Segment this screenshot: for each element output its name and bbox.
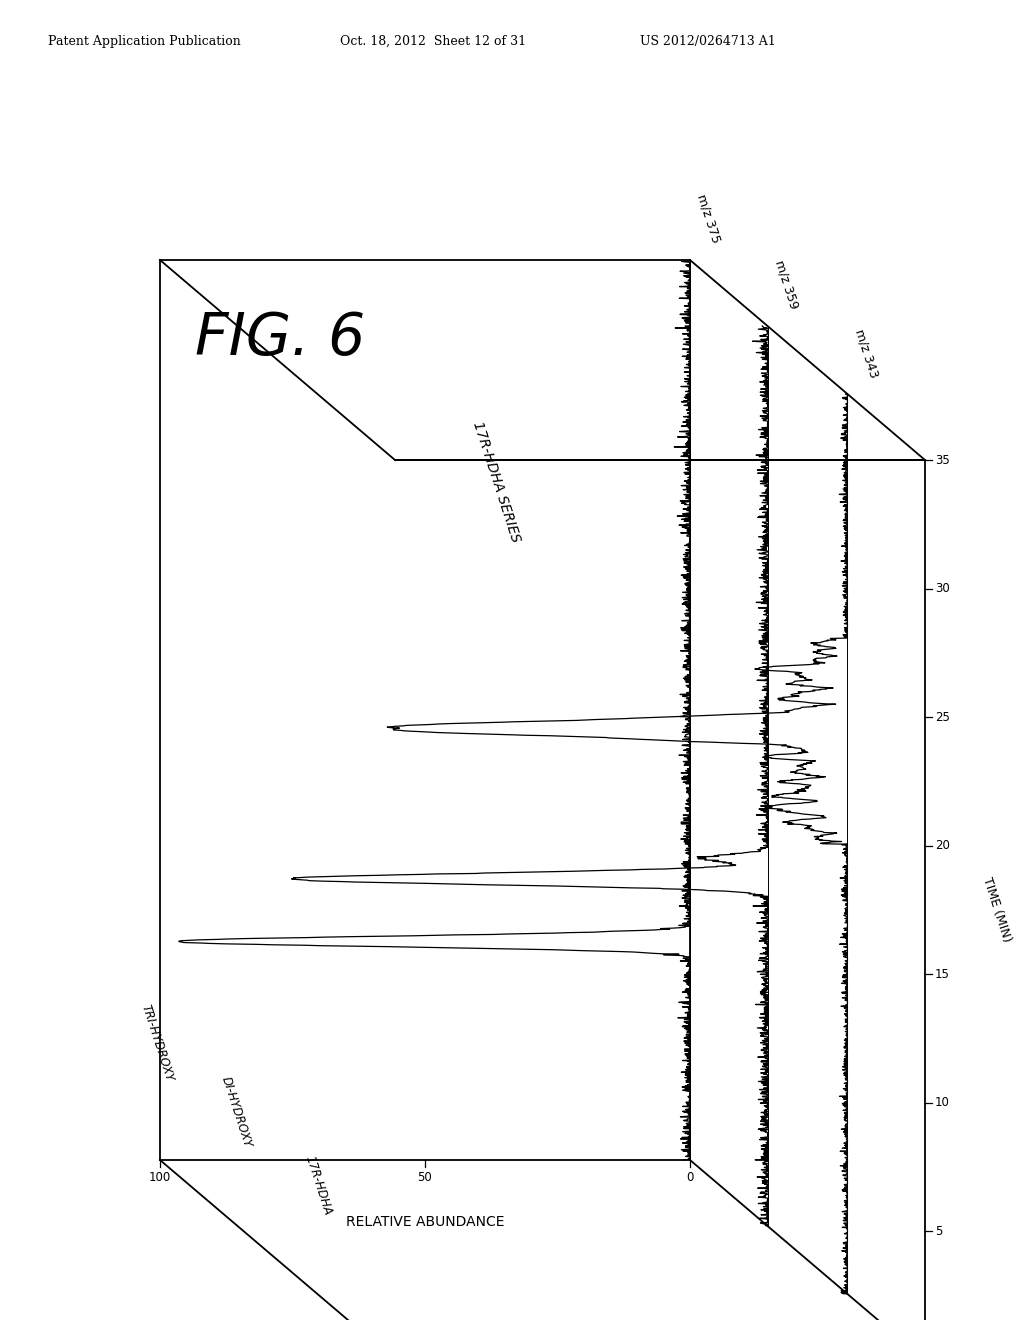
Text: TIME (MIN): TIME (MIN) [980,876,1013,944]
Text: 0: 0 [686,1171,693,1184]
Text: 35: 35 [935,454,949,466]
Text: US 2012/0264713 A1: US 2012/0264713 A1 [640,36,776,48]
Text: m/z 375: m/z 375 [695,193,723,246]
Text: 100: 100 [148,1171,171,1184]
Text: 10: 10 [935,1097,950,1109]
Text: 20: 20 [935,840,950,853]
Text: DI-HYDROXY: DI-HYDROXY [218,1074,254,1148]
Text: Oct. 18, 2012  Sheet 12 of 31: Oct. 18, 2012 Sheet 12 of 31 [340,36,526,48]
Text: m/z 359: m/z 359 [772,259,801,312]
Text: 5: 5 [935,1225,942,1238]
Text: m/z 343: m/z 343 [852,327,881,379]
Text: TRI-HYDROXY: TRI-HYDROXY [139,1003,176,1082]
Text: 15: 15 [935,968,950,981]
Text: 17R-HDHA SERIES: 17R-HDHA SERIES [470,420,522,545]
Text: 30: 30 [935,582,949,595]
Text: FIG. 6: FIG. 6 [195,310,366,367]
Text: 25: 25 [935,710,950,723]
Text: 50: 50 [418,1171,432,1184]
Text: 17R-HDHA: 17R-HDHA [302,1154,334,1217]
Text: RELATIVE ABUNDANCE: RELATIVE ABUNDANCE [346,1214,504,1229]
Text: Patent Application Publication: Patent Application Publication [48,36,241,48]
